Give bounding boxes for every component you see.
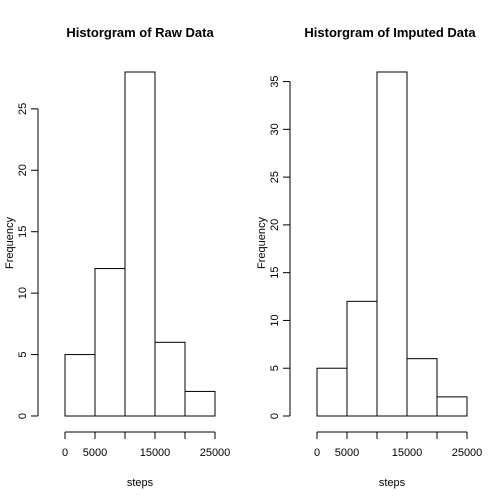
x-axis-label: steps (379, 477, 406, 489)
x-tick-label: 15000 (392, 447, 423, 459)
y-tick-label: 20 (17, 164, 29, 176)
raw-data-histogram: Historgram of Raw Data steps Frequency 0… (4, 25, 230, 489)
x-axis-label: steps (127, 477, 154, 489)
x-tick-label: 25000 (452, 447, 483, 459)
histogram-bar (64, 354, 96, 417)
y-tick-label: 15 (269, 267, 281, 279)
y-axis-label: Frequency (256, 217, 268, 269)
x-tick-label: 5000 (83, 447, 107, 459)
y-tick-label: 5 (269, 365, 281, 371)
y-axis: 0 5 10 15 20 25 30 35 (269, 75, 291, 419)
histogram-bar (184, 390, 216, 417)
bars (316, 71, 468, 417)
x-axis: 0 5000 15000 25000 (314, 431, 483, 459)
y-tick-label: 5 (17, 352, 29, 358)
histogram-bar (94, 268, 126, 417)
histogram-bar (376, 71, 408, 417)
y-tick-label: 30 (269, 123, 281, 135)
y-tick-label: 25 (17, 103, 29, 115)
y-tick-label: 20 (269, 219, 281, 231)
y-tick-label: 0 (269, 413, 281, 419)
y-tick-label: 10 (17, 287, 29, 299)
y-tick-label: 35 (269, 75, 281, 87)
histogram-bar (406, 358, 438, 417)
chart-title: Historgram of Imputed Data (304, 25, 476, 40)
x-tick-label: 0 (314, 447, 320, 459)
x-tick-label: 15000 (140, 447, 171, 459)
histogram-bar (346, 300, 378, 417)
x-tick-label: 5000 (335, 447, 359, 459)
x-tick-label: 25000 (200, 447, 231, 459)
imputed-data-histogram: Historgram of Imputed Data steps Frequen… (256, 25, 482, 489)
y-tick-label: 25 (269, 171, 281, 183)
y-tick-label: 0 (17, 413, 29, 419)
histogram-bar (316, 367, 348, 417)
y-axis: 0 5 10 15 20 25 (17, 103, 39, 419)
x-tick-label: 0 (62, 447, 68, 459)
chart-title: Historgram of Raw Data (66, 25, 214, 40)
y-tick-label: 10 (269, 314, 281, 326)
y-axis-label: Frequency (4, 217, 16, 269)
histogram-bar (154, 341, 186, 417)
histogram-bar (124, 71, 156, 417)
y-tick-label: 15 (17, 226, 29, 238)
x-axis: 0 5000 15000 25000 (62, 431, 231, 459)
bars (64, 71, 216, 417)
histogram-bar (436, 396, 468, 417)
